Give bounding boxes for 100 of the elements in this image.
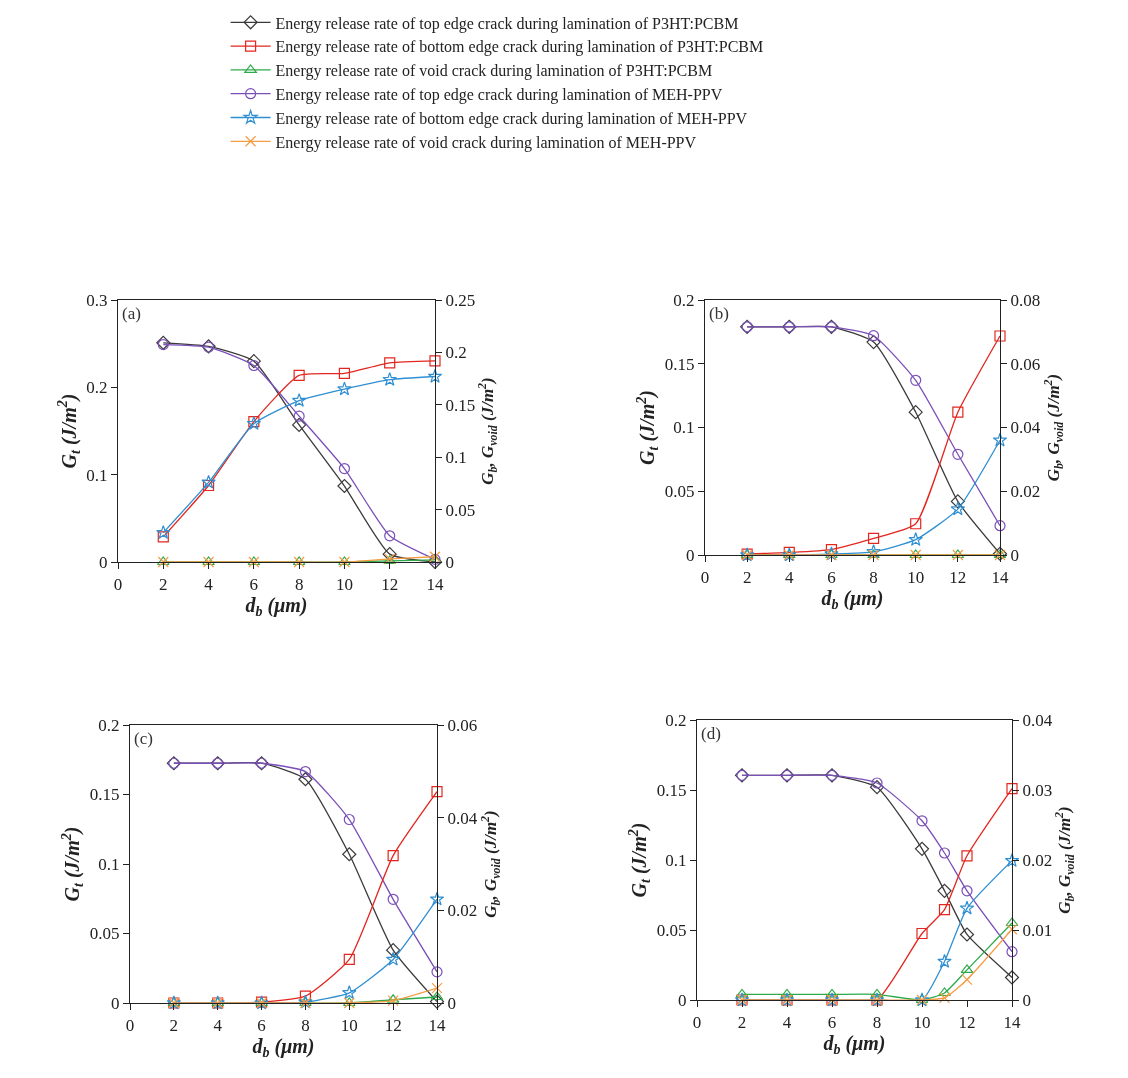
y-tick-label: 0.2 — [98, 715, 120, 735]
x-tick-label: 2 — [159, 574, 168, 594]
point — [992, 432, 1008, 447]
point — [869, 780, 885, 795]
point — [431, 982, 443, 994]
y-tick-label: 0.2 — [665, 710, 687, 730]
point — [916, 927, 928, 940]
point — [427, 368, 443, 383]
x-axis-title: d$_{b}$ (μm) — [245, 593, 308, 619]
point — [938, 992, 951, 1004]
y-tick-label: 0.15 — [664, 354, 695, 374]
legend-label: Energy release rate of top edge crack during lamination of MEH-PPV — [275, 85, 723, 104]
y-tick-label: 0 — [98, 552, 108, 572]
y-tick-label: 0 — [110, 993, 120, 1013]
x-tick-label: 6 — [827, 567, 836, 587]
point — [959, 927, 975, 942]
y2-tick-label: 0.1 — [445, 448, 467, 468]
point — [735, 988, 749, 998]
point — [870, 988, 884, 998]
point — [291, 393, 307, 407]
point — [867, 330, 880, 342]
point — [908, 532, 923, 546]
x-tick-label: 14 — [991, 567, 1009, 587]
y2-tick-label: 0.25 — [445, 290, 476, 310]
point — [910, 518, 922, 530]
x-tick-label: 10 — [335, 574, 353, 594]
y-tick-label: 0.15 — [656, 780, 687, 800]
y2-tick-label: 0.08 — [1010, 290, 1041, 310]
point — [343, 953, 355, 966]
point — [961, 885, 973, 897]
point — [938, 904, 951, 916]
point — [246, 354, 261, 369]
y2-tick-label: 0.04 — [447, 808, 478, 828]
y2-tick-label: 0.02 — [447, 901, 478, 921]
x-tick-label: 6 — [257, 1015, 266, 1035]
point — [914, 841, 930, 856]
x-tick-label: 8 — [301, 1015, 310, 1035]
y2-tick-label: 0.04 — [1010, 418, 1041, 438]
point — [337, 381, 352, 396]
point — [293, 410, 305, 422]
x-tick-label: 0 — [125, 1015, 135, 1035]
point — [916, 815, 928, 827]
y2-tick-label: 0 — [1010, 545, 1020, 565]
x-axis-title: d$_{b}$ (μm) — [821, 586, 884, 612]
point — [952, 406, 964, 418]
y-tick-label: 0.1 — [98, 854, 120, 874]
point — [430, 991, 444, 1001]
point — [382, 547, 397, 562]
x-tick-label: 2 — [737, 1012, 747, 1032]
y-tick-label: 0.2 — [673, 290, 695, 310]
point — [293, 369, 305, 382]
y-tick-label: 0 — [677, 990, 687, 1010]
point — [1004, 853, 1020, 867]
y-tick-label: 0 — [685, 545, 695, 565]
point — [431, 786, 443, 798]
point — [908, 405, 923, 420]
point — [386, 943, 401, 958]
point — [1006, 946, 1018, 958]
point — [1006, 923, 1018, 935]
y-tick-label: 0.05 — [656, 920, 687, 940]
y2-tick-label: 0.05 — [445, 500, 476, 520]
y2-tick-label: 0.02 — [1022, 850, 1053, 870]
x-axis-title: d$_{b}$ (μm) — [823, 1031, 886, 1057]
point — [201, 474, 216, 489]
legend-label: Energy release rate of top edge crack during lamination of P3HT:PCBM — [275, 14, 739, 33]
point — [387, 850, 399, 862]
y2-tick-label: 0 — [1022, 990, 1032, 1010]
point — [387, 893, 399, 905]
point — [866, 334, 881, 350]
point — [952, 448, 964, 460]
point — [248, 359, 260, 372]
x-tick-label: 12 — [384, 1015, 402, 1035]
legend-label: Energy release rate of void crack during lamination of MEH-PPV — [275, 133, 697, 152]
point — [780, 988, 794, 998]
y2-tick-label: 0.02 — [1010, 482, 1041, 502]
point — [866, 544, 881, 559]
y2-tick-label: 0.04 — [1022, 710, 1053, 730]
point — [1005, 917, 1019, 927]
point — [938, 987, 951, 997]
point — [337, 478, 352, 494]
point — [429, 994, 445, 1009]
point — [937, 953, 952, 968]
point — [871, 777, 883, 789]
x-tick-label: 2 — [169, 1015, 179, 1035]
point — [961, 974, 973, 986]
x-tick-label: 10 — [340, 1015, 358, 1035]
y2-tick-label: 0.06 — [1010, 354, 1041, 374]
legend-label: Energy release rate of void crack during lamination of P3HT:PCBM — [275, 62, 713, 81]
point — [867, 532, 880, 545]
y-tick-label: 0.2 — [86, 378, 108, 398]
x-tick-label: 10 — [907, 567, 925, 587]
point — [950, 501, 966, 516]
point — [431, 966, 443, 978]
y2-tick-label: 0.15 — [445, 395, 476, 415]
x-tick-label: 12 — [958, 1012, 976, 1032]
point — [157, 531, 169, 543]
point — [338, 462, 351, 475]
point — [156, 525, 171, 539]
y-tick-label: 0.15 — [89, 785, 120, 805]
x-tick-label: 4 — [204, 574, 214, 594]
